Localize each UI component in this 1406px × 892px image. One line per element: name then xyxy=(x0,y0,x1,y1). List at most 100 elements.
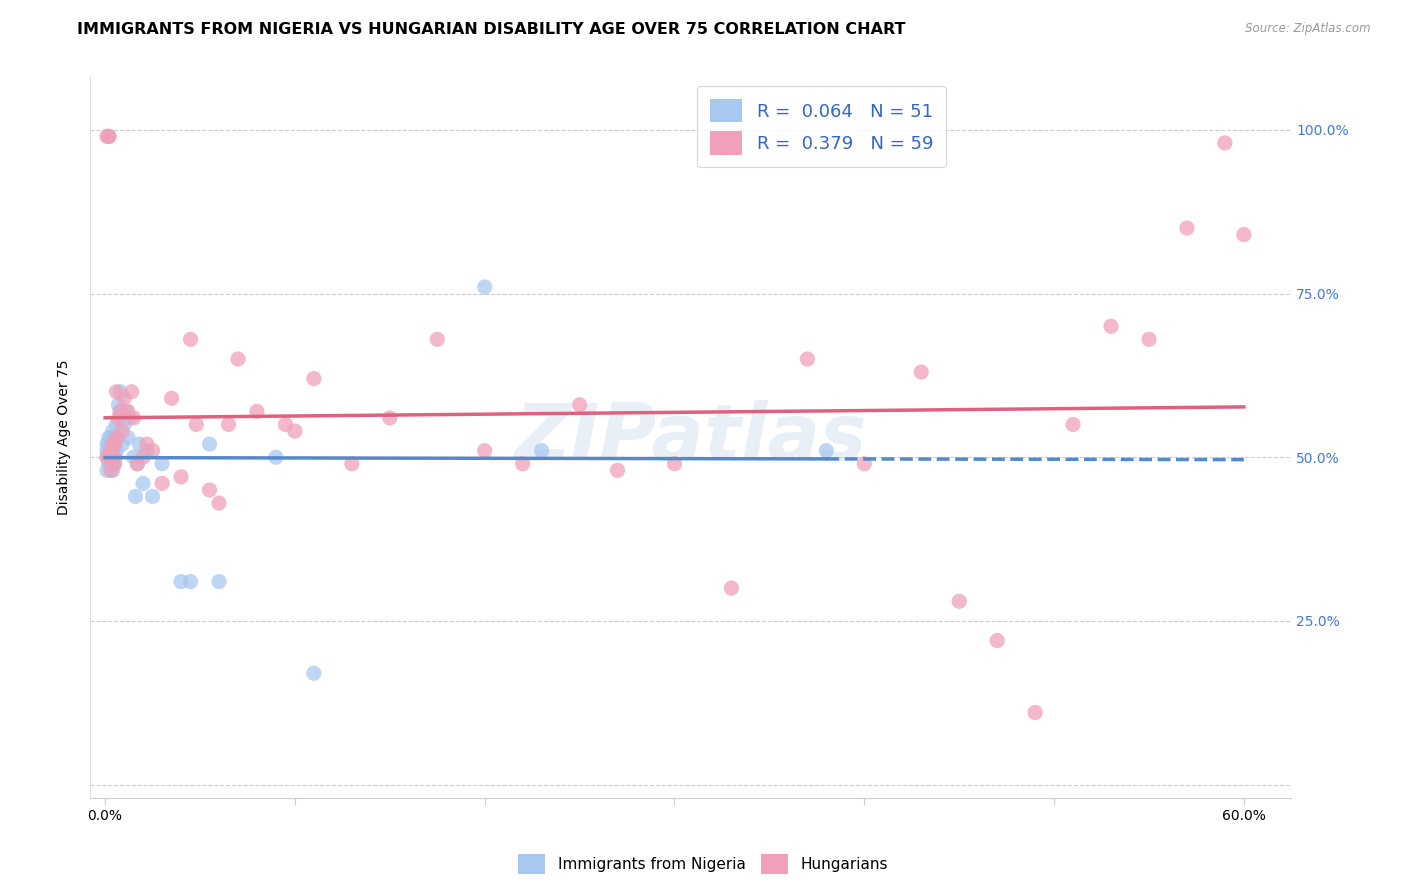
Point xyxy=(105,384,128,399)
Point xyxy=(474,280,496,294)
Point xyxy=(378,411,401,425)
Point xyxy=(101,424,124,438)
Point xyxy=(100,431,122,445)
Point xyxy=(142,490,165,504)
Point xyxy=(100,443,122,458)
Point xyxy=(170,574,193,589)
Point xyxy=(135,437,157,451)
Point xyxy=(104,457,127,471)
Point xyxy=(115,404,138,418)
Point xyxy=(96,437,118,451)
Point xyxy=(1175,221,1198,235)
Point xyxy=(198,437,221,451)
Point xyxy=(122,411,145,425)
Point xyxy=(105,443,128,458)
Point xyxy=(340,457,363,471)
Point xyxy=(127,457,149,471)
Point xyxy=(97,443,120,458)
Text: IMMIGRANTS FROM NIGERIA VS HUNGARIAN DISABILITY AGE OVER 75 CORRELATION CHART: IMMIGRANTS FROM NIGERIA VS HUNGARIAN DIS… xyxy=(77,22,905,37)
Point xyxy=(180,574,202,589)
Point xyxy=(1213,136,1236,150)
Point xyxy=(100,450,122,465)
Point xyxy=(110,404,132,418)
Text: ZIPatlas: ZIPatlas xyxy=(515,400,866,475)
Point xyxy=(97,457,120,471)
Point xyxy=(170,470,193,484)
Point xyxy=(96,129,118,144)
Point xyxy=(720,581,742,595)
Point xyxy=(111,424,134,438)
Point xyxy=(132,450,155,465)
Point xyxy=(910,365,932,379)
Point xyxy=(426,332,449,346)
Point xyxy=(101,463,124,477)
Point xyxy=(474,443,496,458)
Point xyxy=(110,404,132,418)
Point xyxy=(122,450,145,465)
Point xyxy=(104,450,127,465)
Point xyxy=(97,129,120,144)
Point xyxy=(96,443,118,458)
Point xyxy=(796,351,818,366)
Point xyxy=(948,594,970,608)
Point xyxy=(135,443,157,458)
Point xyxy=(105,431,128,445)
Point xyxy=(100,443,122,458)
Point xyxy=(100,437,122,451)
Point xyxy=(1099,319,1122,334)
Point xyxy=(104,437,127,451)
Point xyxy=(160,391,183,405)
Point xyxy=(107,411,129,425)
Point xyxy=(100,457,122,471)
Point xyxy=(1137,332,1160,346)
Point xyxy=(302,666,325,681)
Point xyxy=(97,437,120,451)
Point xyxy=(101,437,124,451)
Point xyxy=(530,443,553,458)
Point xyxy=(142,443,165,458)
Point xyxy=(150,476,173,491)
Point xyxy=(110,384,132,399)
Point xyxy=(117,431,139,445)
Point xyxy=(101,443,124,458)
Point xyxy=(96,463,118,477)
Point xyxy=(180,332,202,346)
Point xyxy=(186,417,208,432)
Point xyxy=(853,457,876,471)
Point xyxy=(97,450,120,465)
Point xyxy=(107,398,129,412)
Legend: Immigrants from Nigeria, Hungarians: Immigrants from Nigeria, Hungarians xyxy=(512,848,894,880)
Point xyxy=(121,384,143,399)
Point xyxy=(218,417,240,432)
Point xyxy=(815,443,838,458)
Point xyxy=(112,391,135,405)
Point xyxy=(127,457,149,471)
Point xyxy=(104,437,127,451)
Point xyxy=(568,398,591,412)
Point xyxy=(226,351,249,366)
Point xyxy=(128,437,150,451)
Point xyxy=(246,404,269,418)
Point xyxy=(1233,227,1256,242)
Point xyxy=(97,129,120,144)
Point xyxy=(1024,706,1046,720)
Point xyxy=(112,417,135,432)
Point xyxy=(111,437,134,451)
Point xyxy=(284,424,307,438)
Point xyxy=(97,450,120,465)
Point xyxy=(96,450,118,465)
Point xyxy=(100,463,122,477)
Point xyxy=(264,450,287,465)
Point xyxy=(274,417,297,432)
Point xyxy=(1062,417,1084,432)
Point xyxy=(198,483,221,497)
Point xyxy=(664,457,686,471)
Point xyxy=(986,633,1008,648)
Point xyxy=(512,457,534,471)
Point xyxy=(100,463,122,477)
Point xyxy=(101,450,124,465)
Point xyxy=(96,450,118,465)
Point xyxy=(101,437,124,451)
Point xyxy=(97,431,120,445)
Point xyxy=(101,457,124,471)
